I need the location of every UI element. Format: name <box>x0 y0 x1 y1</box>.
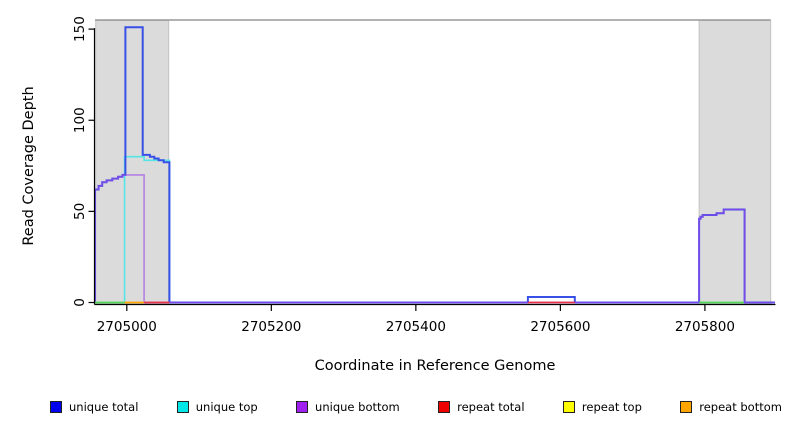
repeat-top-swatch-icon <box>562 401 575 413</box>
repeat-total-swatch-icon <box>438 401 451 413</box>
x-tick-label: 2705200 <box>241 319 301 335</box>
unique-bottom-swatch-icon <box>296 401 309 413</box>
legend-item-repeat-bottom: repeat bottom <box>680 400 782 414</box>
series-unique-top <box>95 155 775 304</box>
series-unique-bottom <box>94 174 775 304</box>
legend-item-unique-bottom: unique bottom <box>296 400 400 414</box>
repeat-bottom-swatch-icon <box>680 401 693 413</box>
legend-label: repeat bottom <box>699 400 782 414</box>
legend-label: repeat total <box>457 400 525 414</box>
legend-item-repeat-total: repeat total <box>438 400 525 414</box>
coverage-plot: 2705000 2705200 2705400 2705600 2705800 0 50 10… <box>21 16 776 374</box>
unique-total-swatch-icon <box>50 401 62 413</box>
x-axis-title: Coordinate in Reference Genome <box>315 358 556 374</box>
legend-label: unique bottom <box>315 400 400 414</box>
repeat-region-right <box>698 20 772 305</box>
y-tick-label: 50 <box>72 203 88 220</box>
x-tick-label: 2705600 <box>530 319 590 335</box>
y-tick-label: 0 <box>72 298 88 307</box>
series-unique-total <box>94 26 775 304</box>
unique-top-swatch-icon <box>176 401 189 413</box>
legend-label: unique total <box>69 400 139 414</box>
y-axis-title: Read Coverage Depth <box>21 86 37 245</box>
x-tick-label: 2705000 <box>97 319 157 335</box>
legend-label: repeat top <box>581 400 642 414</box>
legend: unique total unique top unique bottom re… <box>50 397 782 417</box>
legend-item-repeat-top: repeat top <box>562 400 642 414</box>
x-tick-label: 2705400 <box>386 319 446 335</box>
repeat-region-left <box>95 20 170 305</box>
x-tick-label: 2705800 <box>675 319 735 335</box>
y-tick-label: 100 <box>72 107 88 133</box>
legend-item-unique-top: unique top <box>176 400 258 414</box>
y-tick-label: 150 <box>72 16 88 42</box>
legend-item-unique-total: unique total <box>50 400 138 414</box>
legend-label: unique top <box>195 400 258 414</box>
